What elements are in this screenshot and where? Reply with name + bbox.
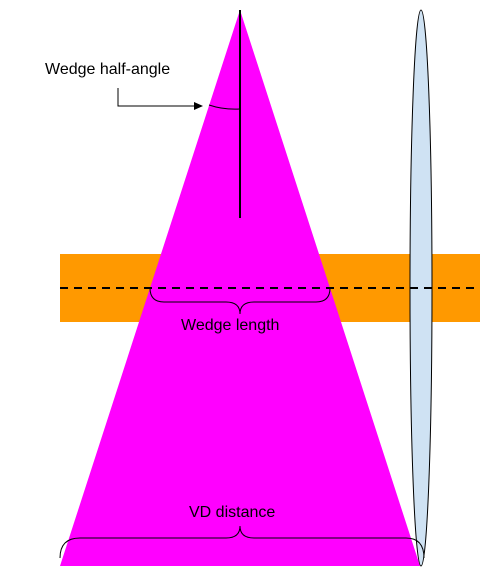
wedge-length-label: Wedge length (181, 317, 279, 334)
callout-arrow-line (117, 88, 196, 107)
half-angle-arc (208, 104, 241, 110)
wedge-length-brace (149, 287, 331, 315)
magenta-wedge (60, 10, 420, 566)
wedge-half-angle-label: Wedge half-angle (45, 61, 170, 78)
callout-arrowhead (194, 102, 203, 110)
vd-distance-brace (59, 525, 425, 559)
vd-distance-label: VD distance (189, 504, 275, 521)
